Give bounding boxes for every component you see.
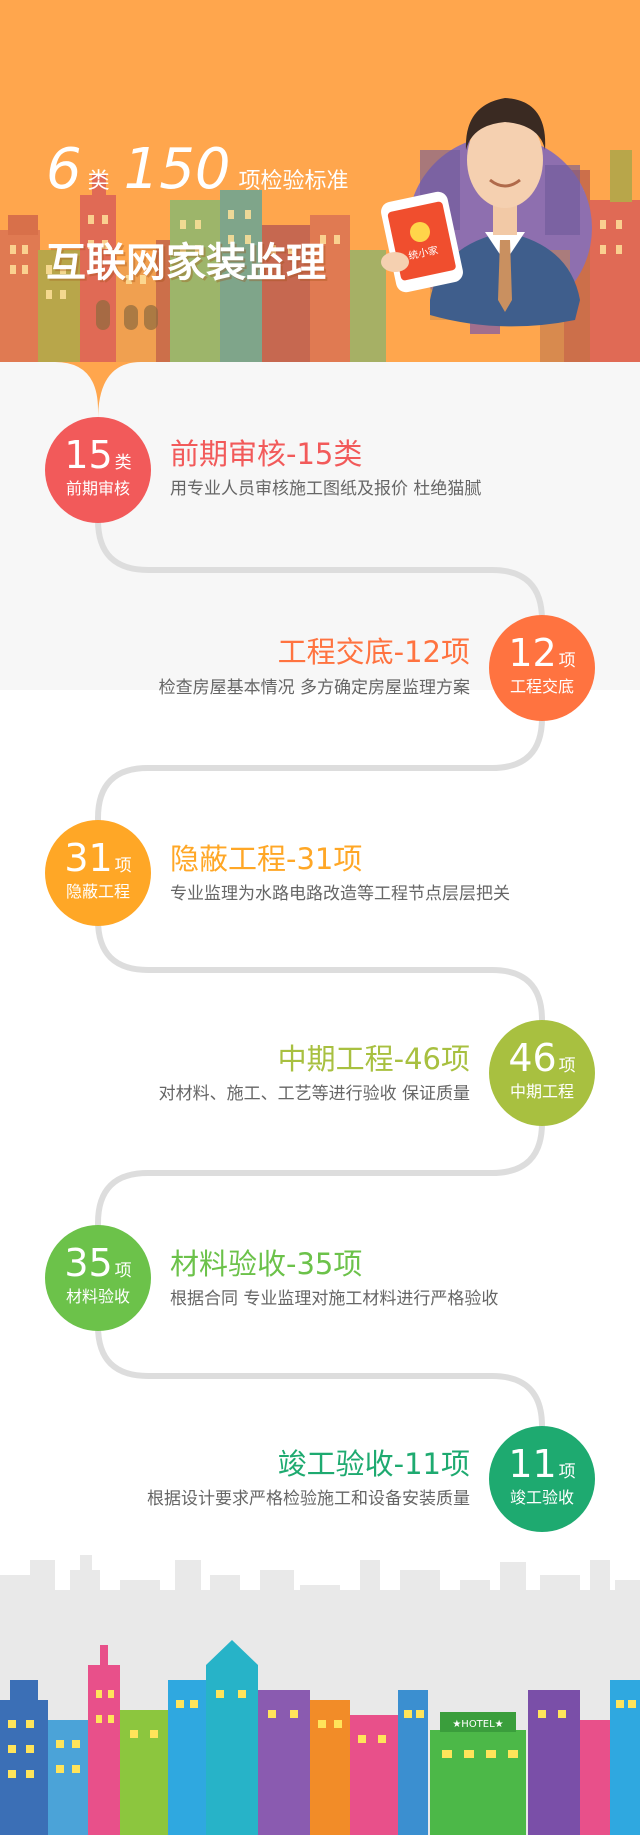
step-6-badge: 11 项 竣工验收	[489, 1426, 595, 1532]
step-1-desc: 用专业人员审核施工图纸及报价 杜绝猫腻	[170, 479, 482, 499]
step-2-badge-label: 工程交底	[509, 677, 574, 696]
hero-title: 互联网家装监理	[46, 240, 326, 286]
step-1-title: 前期审核-15类	[170, 437, 363, 471]
step-6-desc: 根据设计要求严格检验施工和设备安装质量	[147, 1489, 470, 1509]
step-5-unit: 项	[114, 1261, 132, 1281]
step-4-badge-label: 中期工程	[509, 1082, 574, 1101]
step-1-unit: 类	[114, 453, 132, 473]
step-6-unit: 项	[558, 1462, 576, 1482]
step-1-badge: 15 类 前期审核	[45, 417, 151, 523]
hero-city-illustration	[0, 150, 640, 362]
hero-item-unit: 项检验标准	[238, 169, 349, 194]
step-1-number: 15	[64, 433, 113, 477]
step-5-number: 35	[64, 1241, 113, 1285]
step-2-desc: 检查房屋基本情况 多方确定房屋监理方案	[158, 678, 470, 698]
step-2-number: 12	[508, 631, 557, 675]
step-1-badge-label: 前期审核	[65, 479, 130, 498]
step-4-desc: 对材料、施工、工艺等进行验收 保证质量	[158, 1084, 470, 1104]
step-5-title: 材料验收-35项	[170, 1247, 363, 1281]
hero-category-count: 6	[46, 137, 82, 202]
timeline-path	[95, 420, 545, 1476]
step-3-badge-label: 隐蔽工程	[65, 882, 130, 901]
consultant-illustration: 统小家	[381, 98, 592, 327]
step-4-unit: 项	[558, 1056, 576, 1076]
hero-category-unit: 类	[87, 169, 110, 194]
step-4-number: 46	[508, 1036, 557, 1080]
step-2-badge: 12 项 工程交底	[489, 615, 595, 721]
step-4-badge: 46 项 中期工程	[489, 1020, 595, 1126]
bottom-city-illustration: ★HOTEL★	[0, 1640, 640, 1835]
step-5-badge: 35 项 材料验收	[45, 1225, 151, 1331]
step-3-number: 31	[64, 836, 113, 880]
step-2-unit: 项	[558, 651, 576, 671]
step-6-badge-label: 竣工验收	[509, 1488, 574, 1507]
step-3-unit: 项	[114, 856, 132, 876]
hero-item-count: 150	[123, 137, 231, 202]
hotel-sign: ★HOTEL★	[452, 1719, 503, 1730]
step-4-title: 中期工程-46项	[277, 1042, 470, 1076]
step-6-title: 竣工验收-11项	[277, 1447, 470, 1481]
hero-headline: 6 类 150 项检验标准	[46, 140, 349, 200]
step-3-badge: 31 项 隐蔽工程	[45, 820, 151, 926]
hero-funnel	[55, 362, 141, 420]
step-5-badge-label: 材料验收	[65, 1287, 130, 1306]
step-5-desc: 根据合同 专业监理对施工材料进行严格验收	[170, 1289, 499, 1309]
step-3-desc: 专业监理为水路电路改造等工程节点层层把关	[170, 884, 510, 904]
step-2-title: 工程交底-12项	[277, 635, 470, 669]
step-3-title: 隐蔽工程-31项	[170, 842, 363, 876]
step-6-number: 11	[508, 1442, 557, 1486]
